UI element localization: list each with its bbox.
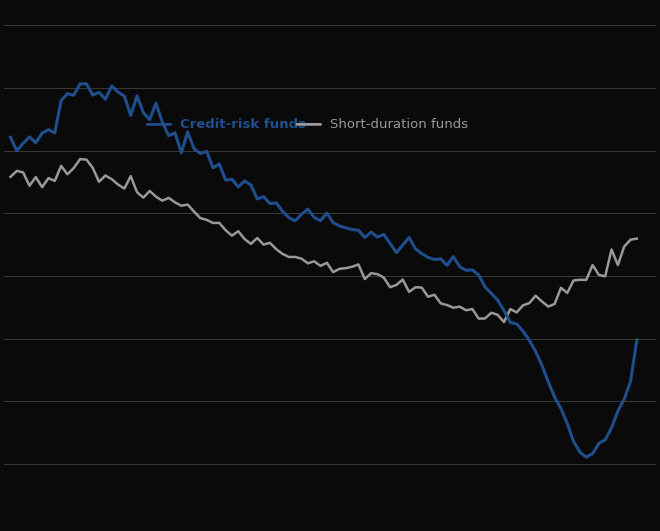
Text: Credit-risk funds: Credit-risk funds bbox=[180, 118, 306, 131]
Text: Short-duration funds: Short-duration funds bbox=[330, 118, 468, 131]
